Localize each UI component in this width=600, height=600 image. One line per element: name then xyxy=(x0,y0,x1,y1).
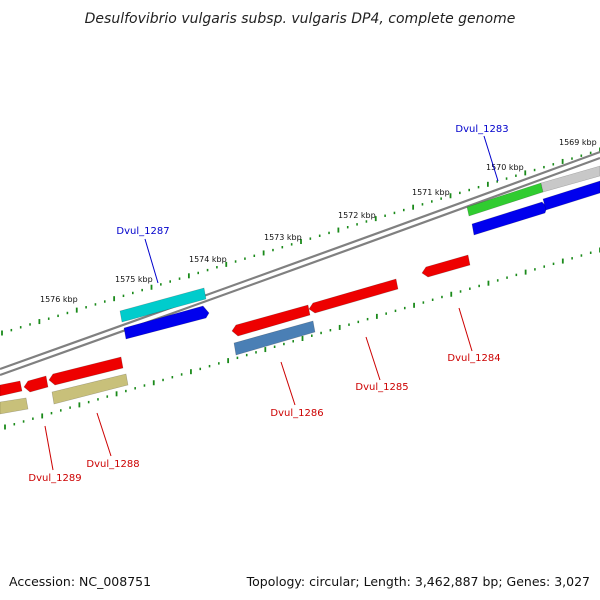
gene-arrow-Dvul_1287 xyxy=(123,305,210,340)
gene-leader-line xyxy=(280,361,296,406)
gene-label-Dvul_1286: Dvul_1286 xyxy=(270,408,323,419)
kbp-label: 1572 kbp xyxy=(338,211,376,220)
kbp-tick-rings: 1576 kbp 1575 kbp 1574 kbp 1573 kbp 1572 kbp… xyxy=(1,138,600,430)
kbp-label: 1576 kbp xyxy=(40,295,78,304)
feature-cyan xyxy=(119,287,207,323)
backbone-inner xyxy=(0,156,600,377)
gene-arrow-Dvul_1289 xyxy=(23,375,49,393)
gene-arrow-Dvul_1288 xyxy=(48,356,124,386)
gene-leader-line xyxy=(96,412,112,457)
genome-summary: Topology: circular; Length: 3,462,887 bp… xyxy=(246,574,590,589)
feature-grey xyxy=(540,165,600,193)
gene-label-Dvul_1289: Dvul_1289 xyxy=(28,473,81,484)
feature-khaki xyxy=(51,373,129,405)
gene-leader-line xyxy=(144,238,159,284)
gene-label-Dvul_1284: Dvul_1284 xyxy=(447,353,500,364)
gene-arrow-red-edge xyxy=(0,380,23,397)
gene-arrow-Dvul_1286 xyxy=(231,304,311,337)
map-title: Desulfovibrio vulgaris subsp. vulgaris D… xyxy=(85,11,516,27)
feature-khaki-edge xyxy=(0,397,29,415)
gene-features xyxy=(0,165,600,415)
genome-backbone xyxy=(0,150,600,377)
gene-label-Dvul_1283: Dvul_1283 xyxy=(455,124,508,135)
gene-leader-line xyxy=(458,307,473,352)
gene-arrow-Dvul_1284 xyxy=(421,254,471,278)
gene-label-Dvul_1287: Dvul_1287 xyxy=(116,226,169,237)
feature-steelblue xyxy=(233,320,316,356)
gene-arrow-blue-2 xyxy=(542,180,600,211)
gene-labels: Dvul_1283 Dvul_1284 Dvul_1285 Dvul_1286 Dvul… xyxy=(28,124,508,484)
gene-leader-line xyxy=(365,336,381,381)
backbone-outer xyxy=(0,150,600,371)
gene-label-Dvul_1288: Dvul_1288 xyxy=(86,459,139,470)
kbp-label: 1575 kbp xyxy=(115,275,153,284)
kbp-label: 1571 kbp xyxy=(412,188,450,197)
gene-leader-line xyxy=(44,425,54,471)
kbp-label: 1570 kbp xyxy=(486,163,524,172)
kbp-label: 1573 kbp xyxy=(264,233,302,242)
gene-leader-line xyxy=(483,135,499,182)
gene-arrow-Dvul_1285 xyxy=(308,278,399,314)
gene-label-Dvul_1285: Dvul_1285 xyxy=(355,382,408,393)
kbp-label: 1569 kbp xyxy=(559,138,597,147)
accession-label: Accession: NC_008751 xyxy=(9,574,151,589)
kbp-label: 1574 kbp xyxy=(189,255,227,264)
